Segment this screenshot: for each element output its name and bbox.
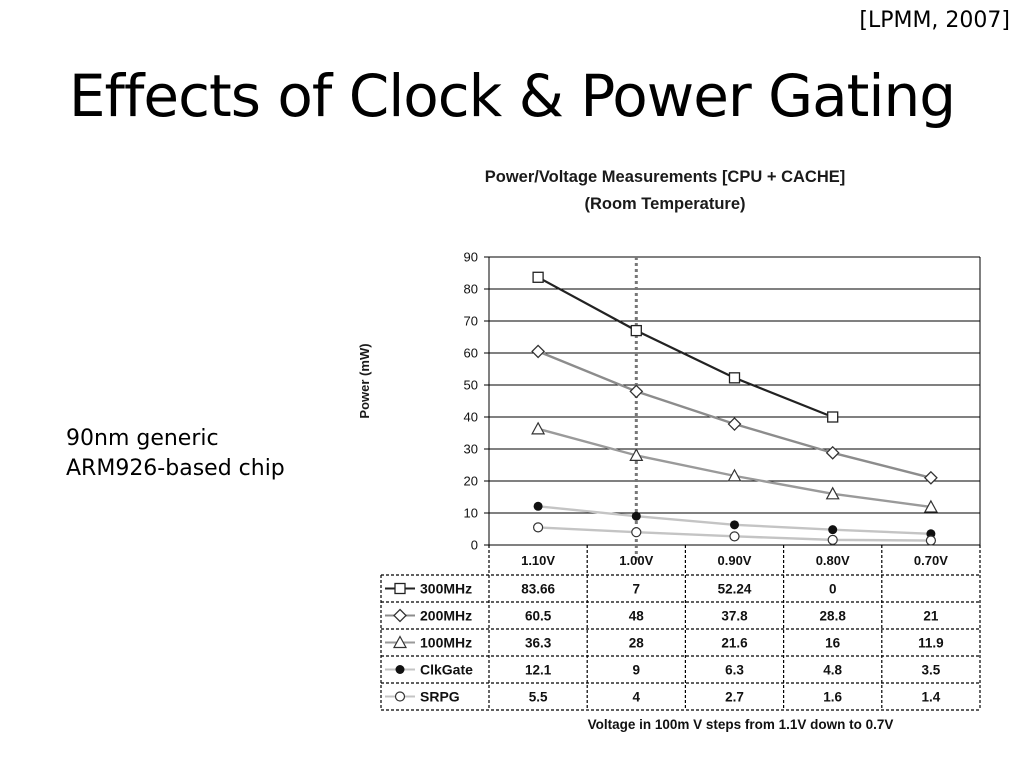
point-diamond <box>629 384 644 399</box>
point-open-circle <box>925 535 937 546</box>
table-value: 36.3 <box>525 636 552 651</box>
y-tick-label: 20 <box>464 474 478 489</box>
table-value: 60.5 <box>525 609 552 624</box>
legend-series-label: 300MHz <box>420 581 472 597</box>
table-value: 4.8 <box>823 663 842 678</box>
point-triangle <box>531 421 546 435</box>
point-square <box>532 271 544 283</box>
x-category-label: 1.10V <box>521 553 555 568</box>
table-value: 6.3 <box>725 663 744 678</box>
y-tick-label: 30 <box>464 442 478 457</box>
x-axis-label: Voltage in 100m V steps from 1.1V down t… <box>588 717 894 732</box>
point-triangle <box>392 635 408 649</box>
table-value: 9 <box>633 663 641 678</box>
table-value: 16 <box>825 636 841 651</box>
point-square <box>630 324 642 337</box>
table-value: 3.5 <box>922 663 941 678</box>
point-open-circle <box>532 522 544 533</box>
slide-caption: 90nm generic ARM926-based chip <box>66 424 285 484</box>
y-tick-label: 70 <box>464 314 478 329</box>
x-category-label: 0.80V <box>816 553 850 568</box>
series-line-100mhz <box>537 427 932 509</box>
table-value: 21.6 <box>721 636 748 651</box>
point-filled-circle <box>533 501 543 511</box>
table-value: 0 <box>829 582 837 597</box>
table-value: 11.9 <box>918 636 944 651</box>
point-diamond <box>531 344 546 359</box>
point-triangle <box>727 468 742 482</box>
point-square <box>394 582 406 595</box>
y-tick-label: 0 <box>471 538 478 553</box>
x-category-label: 0.70V <box>914 553 948 568</box>
series-line-200mhz <box>537 350 932 479</box>
table-value: 48 <box>629 609 645 624</box>
table-value: 4 <box>633 690 641 705</box>
point-filled-circle <box>631 511 641 521</box>
legend-series-label: ClkGate <box>420 662 473 678</box>
table-value: 1.4 <box>922 690 941 705</box>
y-axis-label: Power (mW) <box>357 343 372 418</box>
table-value: 2.7 <box>725 690 744 705</box>
point-filled-circle <box>730 520 739 530</box>
point-diamond <box>393 608 407 623</box>
table-value: 12.1 <box>525 663 552 678</box>
table-value: 7 <box>633 582 641 597</box>
table-value: 28 <box>629 636 645 651</box>
y-tick-label: 10 <box>464 506 478 521</box>
table-value: 5.5 <box>529 690 548 705</box>
point-triangle <box>825 486 840 500</box>
x-category-label: 0.90V <box>718 553 752 568</box>
point-triangle <box>629 448 644 461</box>
legend-series-label: SRPG <box>420 689 460 705</box>
point-square <box>827 411 839 423</box>
citation: [LPMM, 2007] <box>859 8 1010 33</box>
table-value: 52.24 <box>718 582 752 597</box>
table-value: 28.8 <box>820 609 847 624</box>
point-open-circle <box>394 691 406 702</box>
point-open-circle <box>827 534 838 545</box>
point-diamond <box>727 417 742 431</box>
point-filled-circle <box>395 665 405 674</box>
y-tick-label: 60 <box>464 346 478 361</box>
point-open-circle <box>729 531 740 542</box>
y-tick-label: 40 <box>464 410 478 425</box>
point-open-circle <box>631 527 642 538</box>
slide-title: Effects of Clock & Power Gating <box>68 62 956 130</box>
y-tick-label: 80 <box>464 282 478 297</box>
point-triangle <box>923 499 938 513</box>
table-value: 1.6 <box>823 690 842 705</box>
chart-title: Power/Voltage Measurements [CPU + CACHE] <box>485 168 846 186</box>
table-value: 37.8 <box>721 609 748 624</box>
y-tick-label: 90 <box>464 250 478 265</box>
legend-series-label: 100MHz <box>420 635 472 651</box>
point-diamond <box>923 470 938 485</box>
x-category-label: 1.00V <box>619 553 653 568</box>
chart-subtitle: (Room Temperature) <box>584 195 745 213</box>
table-value: 83.66 <box>521 582 555 597</box>
legend-series-label: 200MHz <box>420 608 472 624</box>
table-value: 21 <box>923 609 939 624</box>
point-square <box>728 372 741 384</box>
series-line-300mhz <box>537 276 834 419</box>
caption-line-1: 90nm generic <box>66 426 219 451</box>
caption-line-2: ARM926-based chip <box>66 456 285 481</box>
point-diamond <box>825 445 840 460</box>
y-tick-label: 50 <box>464 378 478 393</box>
point-filled-circle <box>828 525 838 535</box>
